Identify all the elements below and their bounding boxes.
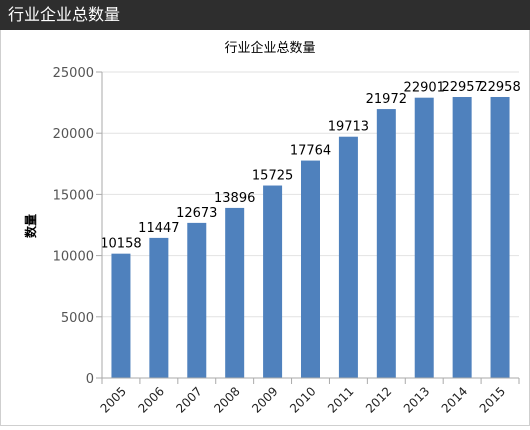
x-tick-label: 2015 xyxy=(477,384,508,415)
data-label: 21972 xyxy=(366,92,407,107)
y-tick-label: 0 xyxy=(86,372,94,387)
data-label: 12673 xyxy=(176,206,217,221)
bar xyxy=(111,253,131,378)
data-label: 10158 xyxy=(100,237,141,252)
data-label: 22958 xyxy=(479,80,520,95)
data-label: 15725 xyxy=(252,169,293,184)
bar xyxy=(263,185,283,378)
x-tick-label: 2009 xyxy=(249,384,280,415)
x-tick-label: 2007 xyxy=(173,384,204,415)
axes xyxy=(96,71,520,384)
bar xyxy=(149,237,169,378)
data-label: 19713 xyxy=(328,120,369,135)
bar xyxy=(225,207,245,378)
y-axis-label: 数量 xyxy=(23,214,38,238)
bar xyxy=(376,109,396,379)
y-tick-label: 25000 xyxy=(53,66,94,81)
bar xyxy=(490,96,510,378)
x-tick-label: 2008 xyxy=(211,384,242,415)
x-tick-label: 2006 xyxy=(135,384,166,415)
panel-title: 行业企业总数量 xyxy=(8,5,121,24)
x-tick-label: 2013 xyxy=(401,384,432,415)
x-tick-labels: 2005 2006 2007 2008 2009 2010 2011 2012 2013 2014… xyxy=(98,384,509,415)
bar xyxy=(187,222,207,378)
bar xyxy=(452,97,472,378)
bar xyxy=(338,136,358,378)
bars xyxy=(111,96,510,379)
y-tick-label: 5000 xyxy=(61,311,94,326)
chart-title: 行业企业总数量 xyxy=(224,40,315,56)
bar xyxy=(414,97,434,378)
x-tick-label: 2014 xyxy=(439,384,470,415)
data-label: 11447 xyxy=(138,221,179,236)
x-tick-label: 2011 xyxy=(325,384,356,415)
bar xyxy=(301,160,320,378)
data-label: 22957 xyxy=(441,80,482,95)
y-tick-label: 10000 xyxy=(53,250,94,265)
x-tick-label: 2010 xyxy=(287,384,318,415)
bar-chart: 行业企业总数量 数量 0 5000 10000 15000 20000 25000 101… xyxy=(23,40,521,416)
chart-area: 行业企业总数量 数量 0 5000 10000 15000 20000 25000 101… xyxy=(0,30,530,426)
x-tick-label: 2012 xyxy=(363,384,394,415)
x-tick-label: 2005 xyxy=(98,384,129,415)
y-tick-labels: 0 5000 10000 15000 20000 25000 xyxy=(53,66,94,387)
data-label: 13896 xyxy=(214,191,255,206)
y-tick-label: 20000 xyxy=(53,127,94,142)
y-tick-label: 15000 xyxy=(53,188,94,203)
panel-header: 行业企业总数量 xyxy=(0,0,530,30)
data-label: 22901 xyxy=(404,81,445,96)
data-label: 17764 xyxy=(290,144,331,159)
